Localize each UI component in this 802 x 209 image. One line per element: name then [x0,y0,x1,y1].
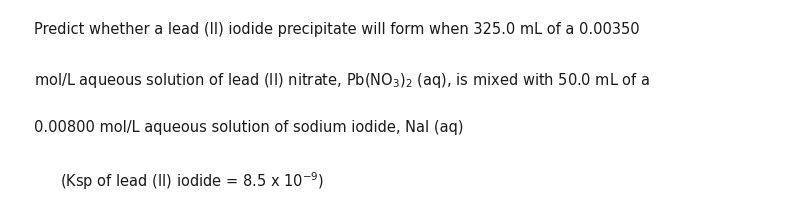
Text: Predict whether a lead (II) iodide precipitate will form when 325.0 mL of a 0.00: Predict whether a lead (II) iodide preci… [34,22,639,37]
Text: (Ksp of lead (II) iodide = 8.5 x 10$^{-9}$): (Ksp of lead (II) iodide = 8.5 x 10$^{-9… [60,170,325,192]
Text: 0.00800 mol/L aqueous solution of sodium iodide, NaI (aq): 0.00800 mol/L aqueous solution of sodium… [34,120,464,135]
Text: mol/L aqueous solution of lead (II) nitrate, Pb(NO$_3$)$_2$ (aq), is mixed with : mol/L aqueous solution of lead (II) nitr… [34,71,650,90]
